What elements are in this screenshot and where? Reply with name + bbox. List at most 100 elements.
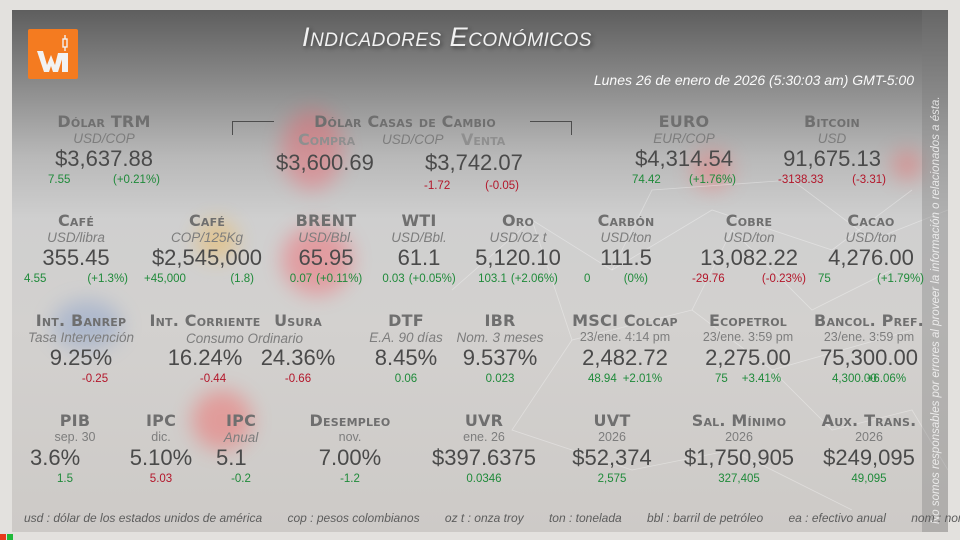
indicator-period: sep. 30 [54, 430, 96, 444]
change-pct: (0%) [623, 273, 648, 285]
indicator-bancol-pref[interactable]: Bancol. Pref. 23/ene. 3:59 pm 75,300.00 … [810, 312, 928, 387]
indicator-name: WTI [401, 211, 437, 230]
indicator-uvr[interactable]: UVR ene. 26 $397.6375 0.0346 [424, 412, 544, 487]
change-abs: -3138.33 [778, 174, 824, 186]
green-status-square [7, 534, 13, 540]
indicator-name: Cacao [847, 211, 895, 230]
indicator-dtf[interactable]: DTF E.A. 90 días 8.45% 0.06 [364, 312, 448, 387]
indicator-name: Café [57, 211, 95, 230]
indicator-ecopetrol[interactable]: Ecopetrol 23/ene. 3:59 pm 2,275.00 75 +3.… [694, 312, 802, 387]
indicator-name: Dólar TRM [57, 112, 151, 131]
indicator-timestamp: 23/ene. 4:14 pm [579, 330, 671, 344]
indicator-change: 7.55 (+0.21%) [48, 172, 160, 188]
indicator-change: 0.0346 [466, 473, 502, 485]
change-pct: (+1.3%) [87, 273, 128, 285]
indicator-change: 0.06 [394, 373, 418, 385]
indicator-value: 8.45% [374, 345, 438, 370]
indicator-value: 91,675.13 [783, 146, 881, 171]
indicator-wti[interactable]: WTI USD/Bbl. 61.1 0.03 (+0.05%) [374, 212, 464, 287]
change-pct: (-0.23%) [761, 273, 806, 285]
indicator-uvt[interactable]: UVT 2026 $52,374 2,575 [562, 412, 662, 487]
legend-ton: ton : tonelada [548, 511, 622, 525]
change-pct: +3.41% [741, 373, 782, 385]
indicator-change: +45,000 (1.8) [144, 271, 270, 287]
change-abs: 103.1 [478, 273, 507, 285]
indicator-value: $4,314.54 [635, 146, 733, 171]
indicator-ipc-anual[interactable]: IPC Anual 5.1 -0.2 [208, 412, 274, 487]
indicator-name: EURO [658, 112, 710, 131]
indicator-change: 49,095 [851, 473, 887, 485]
change-pct: (+0.11%) [316, 273, 363, 285]
indicators-panel [12, 10, 948, 532]
indicator-unit: USD/Oz t [489, 230, 547, 245]
indicator-carbon[interactable]: Carbón USD/ton 111.5 0 (0%) [584, 212, 668, 287]
indicator-name: Dólar Casas de Cambio [314, 112, 496, 131]
shared-unit-consumo-ordinario: Consumo Ordinario [186, 331, 304, 346]
indicator-ibr[interactable]: IBR Nom. 3 meses 9.537% 0.023 [452, 312, 548, 387]
indicator-period: 2026 [725, 430, 753, 444]
indicator-cobre[interactable]: Cobre USD/ton 13,082.22 -29.76 (-0.23%) [690, 212, 808, 287]
change-abs: 75 [818, 273, 831, 285]
indicator-change: 103.1 (+2.06%) [468, 271, 568, 287]
indicator-cacao[interactable]: Cacao USD/ton 4,276.00 75 (+1.79%) [818, 212, 924, 287]
indicator-name: Usura [274, 311, 322, 330]
indicator-change: -0.66 [284, 373, 312, 385]
change-pct: (+2.06%) [510, 273, 558, 285]
indicator-value: 9.537% [462, 345, 538, 370]
indicator-desempleo[interactable]: Desempleo nov. 7.00% -1.2 [300, 412, 400, 487]
change-abs: 0 [584, 273, 591, 285]
indicator-value: 5,120.10 [475, 245, 561, 270]
indicator-salario-minimo[interactable]: Sal. Mínimo 2026 $1,750,905 327,405 [674, 412, 804, 487]
brand-logo[interactable] [28, 29, 78, 79]
indicator-int-corriente[interactable]: Int. Corriente 16.24% -0.44 [146, 312, 264, 387]
indicator-cafe-cop[interactable]: Café COP/125Kg $2,545,000 +45,000 (1.8) [144, 212, 270, 287]
indicator-bitcoin[interactable]: Bitcoin USD 91,675.13 -3138.33 (-3.31) [776, 113, 888, 188]
indicator-timestamp: 23/ene. 3:59 pm [702, 330, 794, 344]
indicator-value: $2,545,000 [151, 245, 263, 270]
indicator-value: 9.25% [49, 345, 113, 370]
indicator-pib[interactable]: PIB sep. 30 3.6% 1.5 [24, 412, 104, 487]
indicator-name: Aux. Trans. [821, 411, 917, 430]
indicator-unit: EUR/COP [653, 131, 715, 146]
bracket-right [530, 121, 572, 135]
indicator-unit: USD/Bbl. [391, 230, 447, 245]
change-abs: -1.72 [424, 180, 451, 192]
indicator-euro[interactable]: EURO EUR/COP $4,314.54 74.42 (+1.76%) [628, 113, 740, 188]
change-abs: +45,000 [144, 273, 186, 285]
indicator-name: PIB [59, 411, 91, 430]
indicator-value: 16.24% [167, 345, 243, 370]
legend-usd: usd : dólar de los estados unidos de amé… [24, 511, 263, 525]
indicator-change: 75 +3.41% [694, 371, 802, 387]
indicator-int-banrep[interactable]: Int. Banrep Tasa Intervención 9.25% -0.2… [26, 312, 136, 387]
indicator-aux-transporte[interactable]: Aux. Trans. 2026 $249,095 49,095 [812, 412, 926, 487]
indicator-dolar-casas-cambio[interactable]: Dólar Casas de Cambio [270, 113, 540, 131]
indicator-msci-colcap[interactable]: MSCI Colcap 23/ene. 4:14 pm 2,482.72 48.… [566, 312, 684, 387]
indicator-unit: USD [817, 131, 847, 146]
indicator-cafe-usd[interactable]: Café USD/libra 355.45 4.55 (+1.3%) [24, 212, 128, 287]
indicator-period: 2026 [855, 430, 883, 444]
indicator-change: 48.94 +2.01% [566, 371, 684, 387]
indicator-usura[interactable]: Usura 24.36% -0.66 [256, 312, 340, 387]
indicator-oro[interactable]: Oro USD/Oz t 5,120.10 103.1 (+2.06%) [468, 212, 568, 287]
wi-candlestick-logo-icon [37, 35, 68, 72]
indicator-change: -0.44 [199, 373, 227, 385]
indicator-name: MSCI Colcap [572, 311, 678, 330]
indicator-dolar-trm[interactable]: Dólar TRM USD/COP $3,637.88 7.55 (+0.21%… [48, 113, 160, 188]
indicator-unit: USD/COP [73, 131, 135, 146]
indicator-unit: COP/125Kg [170, 230, 244, 245]
red-status-square [0, 534, 6, 540]
indicator-name: Sal. Mínimo [691, 411, 787, 430]
indicator-name: Oro [501, 211, 535, 230]
change-abs: -29.76 [692, 273, 725, 285]
indicator-change: 5.03 [149, 473, 173, 485]
indicator-unit: Anual [223, 430, 259, 445]
indicator-brent[interactable]: BRENT USD/Bbl. 65.95 0.07 (+0.11%) [284, 212, 368, 287]
change-pct: (+1.79%) [877, 273, 924, 285]
indicator-ipc-mensual[interactable]: IPC dic. 5.10% 5.03 [124, 412, 198, 487]
indicator-unit: Tasa Intervención [27, 330, 135, 345]
change-abs: 0.03 [382, 273, 405, 285]
change-abs: 4.55 [24, 273, 47, 285]
indicator-change: -0.25 [81, 373, 109, 385]
indicator-name: UVR [464, 411, 504, 430]
compra-value: $3,600.69 [276, 150, 374, 175]
